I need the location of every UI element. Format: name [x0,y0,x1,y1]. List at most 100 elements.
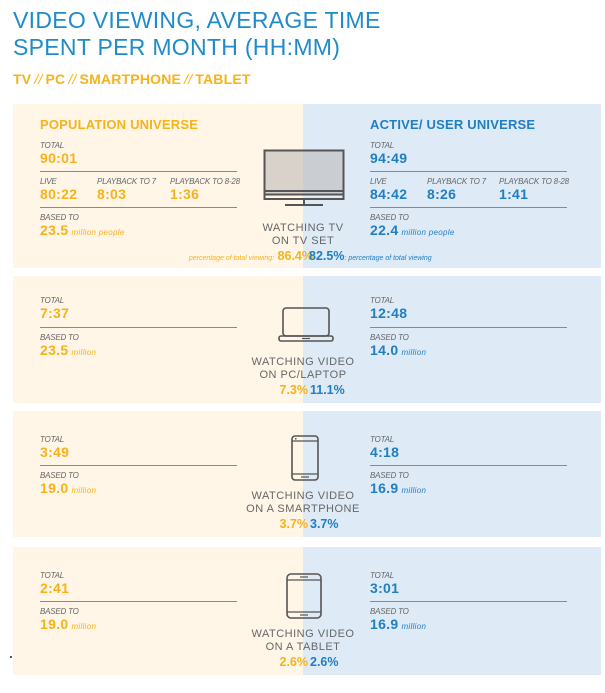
tv-pop-playback7-value: 8:03 [97,186,127,202]
tablet-pop-based-unit: million [71,622,97,631]
user-side [303,276,601,403]
tv-user-live-value: 84:42 [370,186,408,202]
tablet-pop-total-value: 2:41 [40,580,70,596]
subtitle-separator: // [34,71,43,87]
tv-user-total-value: 94:49 [370,150,408,166]
pc-pop-based-label: BASED TO [40,333,79,342]
tv-pop-based: 23.5 million people [40,222,125,238]
pc-caption-line-2: ON PC/LAPTOP [259,369,347,381]
divider [370,207,567,208]
pc-panel: TOTAL 7:37 BASED TO 23.5 million TOTAL 12… [13,276,601,403]
device-subtitle: TV//PC//SMARTPHONE//TABLET [13,71,251,87]
tv-pop-percentage: percentage of total viewing: 86.4% [189,249,313,263]
stray-dot [10,656,12,658]
page-title: VIDEO VIEWING, AVERAGE TIME SPENT PER MO… [13,7,381,61]
divider [370,171,567,172]
page-title-line-2: SPENT PER MONTH (HH:MM) [13,34,341,60]
population-side [13,276,303,403]
tv-pop-total-value: 90:01 [40,150,78,166]
tv-user-playback7-label: PLAYBACK TO 7 [427,177,486,186]
subtitle-tablet: TABLET [195,71,251,87]
pc-pop-based: 23.5 million [40,342,96,358]
smartphone-icon [291,435,319,481]
tv-pop-playback828-label: PLAYBACK TO 8-28 [170,177,240,186]
pc-caption-line-1: WATCHING VIDEO [251,356,355,368]
divider [370,465,567,466]
smartphone-user-total-value: 4:18 [370,444,400,460]
tablet-pop-percentage: 2.6% [279,655,309,669]
tv-pop-percentage-note: percentage of total viewing: [188,255,275,262]
smartphone-user-based-value: 16.9 [370,480,399,496]
divider [40,327,237,328]
tv-user-playback828-value: 1:41 [499,186,529,202]
pc-user-based: 14.0 million [370,342,426,358]
tablet-user-total-label: TOTAL [370,571,395,580]
smartphone-pop-total-value: 3:49 [40,444,70,460]
subtitle-separator: // [68,71,77,87]
tv-user-based-value: 22.4 [370,222,399,238]
tablet-caption: WATCHING VIDEO ON A TABLET [238,628,368,654]
tv-pop-playback7-label: PLAYBACK TO 7 [97,177,156,186]
tv-pop-based-value: 23.5 [40,222,69,238]
tv-user-total-label: TOTAL [370,141,395,150]
tv-pop-percentage-value: 86.4% [277,249,313,263]
pc-pop-total-label: TOTAL [40,296,65,305]
tv-panel: POPULATION UNIVERSE TOTAL 90:01 LIVE 80:… [13,104,601,268]
tv-user-percentage-value: 82.5% [309,249,345,263]
smartphone-user-based: 16.9 million [370,480,426,496]
tv-user-based-unit: million people [401,228,455,237]
tablet-user-based: 16.9 million [370,616,426,632]
tv-pop-live-label: LIVE [40,177,57,186]
tv-pop-live-value: 80:22 [40,186,78,202]
tablet-icon [286,573,322,619]
divider [370,601,567,602]
smartphone-user-percentage: 3.7% [310,517,339,531]
pc-pop-percentage: 7.3% [279,383,309,397]
subtitle-separator: // [184,71,193,87]
tv-user-based-label: BASED TO [370,213,409,222]
tv-caption-line-2: ON TV SET [271,235,335,247]
population-side [13,411,303,537]
tv-pop-playback828-value: 1:36 [170,186,200,202]
pc-pop-total-value: 7:37 [40,305,70,321]
pc-pop-based-value: 23.5 [40,342,69,358]
population-side [13,104,303,268]
pc-user-based-value: 14.0 [370,342,399,358]
laptop-icon [278,307,334,342]
tablet-pop-based: 19.0 million [40,616,96,632]
tv-user-live-label: LIVE [370,177,387,186]
population-universe-heading: POPULATION UNIVERSE [40,117,199,132]
user-side [303,411,601,537]
subtitle-tv: TV [13,71,32,87]
pc-caption: WATCHING VIDEO ON PC/LAPTOP [238,356,368,382]
divider [40,465,237,466]
smartphone-user-total-label: TOTAL [370,435,395,444]
tablet-user-total-value: 3:01 [370,580,400,596]
tv-user-percentage-note: : percentage of total viewing [344,255,432,262]
tv-pop-based-unit: million people [71,228,125,237]
smartphone-pop-total-label: TOTAL [40,435,65,444]
smartphone-pop-based-label: BASED TO [40,471,79,480]
smartphone-caption: WATCHING VIDEO ON A SMARTPHONE [233,490,373,516]
pc-user-based-unit: million [401,348,427,357]
smartphone-pop-based: 19.0 million [40,480,96,496]
smartphone-caption-line-1: WATCHING VIDEO [251,490,355,502]
pc-user-total-label: TOTAL [370,296,395,305]
tv-pop-total-label: TOTAL [40,141,65,150]
divider [40,601,237,602]
tablet-user-based-value: 16.9 [370,616,399,632]
tv-user-playback7-value: 8:26 [427,186,457,202]
smartphone-pop-percentage: 3.7% [279,517,309,531]
pc-user-based-label: BASED TO [370,333,409,342]
user-side [303,104,601,268]
tablet-pop-based-value: 19.0 [40,616,69,632]
pc-user-total-value: 12:48 [370,305,408,321]
pc-user-percentage: 11.1% [310,383,345,397]
divider [40,207,237,208]
user-universe-heading: ACTIVE/ USER UNIVERSE [370,117,536,132]
page-title-line-1: VIDEO VIEWING, AVERAGE TIME [13,7,381,33]
tablet-user-percentage: 2.6% [310,655,339,669]
smartphone-pop-based-unit: million [71,486,97,495]
user-side [303,547,601,675]
tablet-user-based-unit: million [401,622,427,631]
